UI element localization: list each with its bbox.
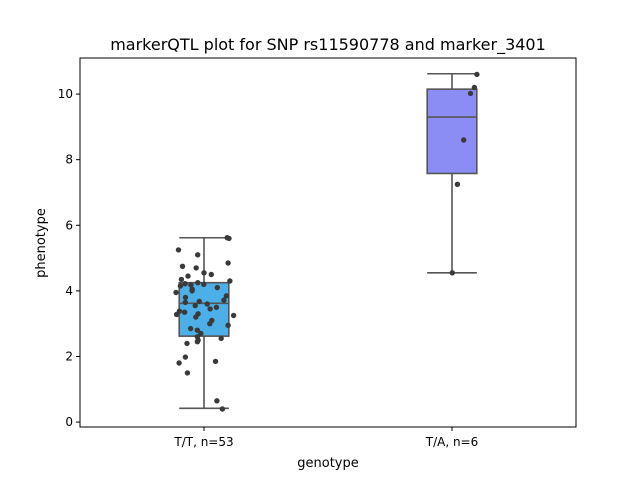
data-point (207, 306, 213, 312)
data-point (192, 302, 198, 309)
data-point (182, 299, 188, 306)
data-point (207, 321, 213, 327)
data-point (213, 304, 220, 310)
data-point (195, 252, 201, 258)
data-point (184, 370, 191, 376)
data-point (173, 289, 179, 296)
data-point (196, 298, 202, 305)
data-point (178, 276, 185, 283)
y-tick-label: 10 (58, 87, 73, 101)
data-point (226, 235, 232, 242)
y-tick-label: 4 (65, 284, 73, 298)
data-point (204, 301, 210, 307)
data-point (176, 360, 182, 366)
data-point (227, 278, 233, 284)
data-point (467, 90, 474, 97)
data-point (218, 335, 224, 342)
data-point (201, 281, 207, 287)
data-point (182, 281, 188, 287)
data-point (201, 270, 207, 276)
data-point (194, 327, 200, 333)
data-point (449, 270, 455, 276)
x-axis-ticks: T/T, n=53 T/A, n=6 (173, 427, 478, 449)
axes-frame (79, 57, 577, 428)
data-point (208, 271, 214, 278)
box-group (178, 236, 230, 410)
data-point (214, 284, 220, 291)
data-point (185, 273, 191, 279)
data-point (187, 325, 194, 332)
y-tick-label: 8 (65, 153, 73, 167)
data-point (193, 314, 199, 320)
data-point (471, 84, 478, 91)
y-tick-label: 2 (65, 349, 73, 363)
data-point (184, 340, 190, 347)
data-point (173, 311, 180, 318)
data-point (193, 265, 199, 271)
y-tick-label: 0 (65, 415, 73, 429)
y-axis-label: phenotype (34, 208, 49, 278)
data-point (194, 339, 201, 345)
y-tick-label: 6 (65, 218, 73, 232)
data-point (189, 288, 195, 294)
data-point (221, 297, 227, 303)
box (178, 281, 230, 337)
data-point (230, 312, 237, 319)
chart-title: markerQTL plot for SNP rs11590778 and ma… (110, 35, 546, 55)
data-point (182, 354, 189, 360)
data-point (188, 282, 194, 288)
data-point (223, 293, 230, 299)
x-axis-label: genotype (297, 456, 358, 471)
box-group (426, 72, 478, 274)
data-point (454, 181, 461, 187)
data-point (179, 263, 186, 269)
data-point (461, 137, 467, 143)
data-point (474, 71, 480, 78)
data-point (225, 260, 231, 266)
data-point (212, 358, 219, 365)
data-point (181, 309, 188, 315)
data-point (182, 294, 189, 301)
x-tick-label: T/T, n=53 (173, 435, 233, 449)
plot-area (173, 71, 480, 412)
data-point (195, 280, 201, 286)
data-point (175, 247, 182, 253)
data-point (177, 283, 184, 289)
data-point (214, 398, 220, 404)
data-point (219, 406, 226, 412)
data-point (198, 330, 204, 337)
y-axis-ticks: 0 2 4 6 8 10 (58, 87, 80, 429)
x-tick-label: T/A, n=6 (425, 435, 479, 449)
data-point (225, 322, 231, 328)
box (426, 88, 478, 175)
